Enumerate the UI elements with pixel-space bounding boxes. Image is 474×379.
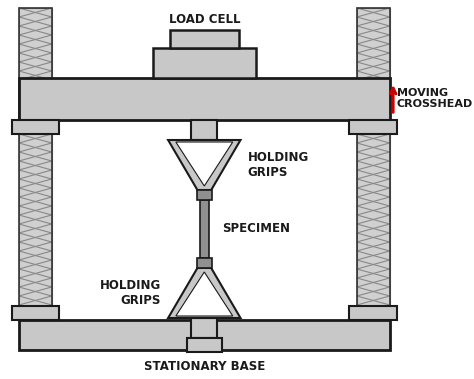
Bar — [153, 48, 256, 78]
Bar — [19, 8, 52, 320]
Bar — [200, 200, 210, 258]
Text: LOAD CELL: LOAD CELL — [169, 13, 240, 26]
Bar — [349, 306, 397, 320]
Bar — [349, 120, 397, 134]
Text: HOLDING
GRIPS: HOLDING GRIPS — [100, 279, 161, 307]
Bar — [19, 78, 390, 120]
Bar — [357, 8, 390, 320]
Polygon shape — [168, 140, 240, 190]
Bar — [357, 8, 390, 320]
Text: HOLDING
GRIPS: HOLDING GRIPS — [247, 151, 309, 179]
Polygon shape — [176, 142, 233, 186]
Polygon shape — [176, 272, 233, 316]
Text: SPECIMEN: SPECIMEN — [222, 222, 291, 235]
Bar — [12, 306, 59, 320]
Bar — [191, 318, 217, 338]
Bar — [19, 8, 52, 320]
Bar — [187, 338, 221, 352]
Text: MOVING
CROSSHEAD: MOVING CROSSHEAD — [397, 88, 473, 109]
Bar — [197, 190, 212, 200]
Bar — [170, 30, 239, 48]
Text: STATIONARY BASE: STATIONARY BASE — [144, 360, 265, 373]
Bar — [12, 120, 59, 134]
Polygon shape — [168, 268, 240, 318]
Bar — [197, 258, 212, 268]
Bar — [19, 320, 390, 350]
Bar — [191, 120, 217, 140]
